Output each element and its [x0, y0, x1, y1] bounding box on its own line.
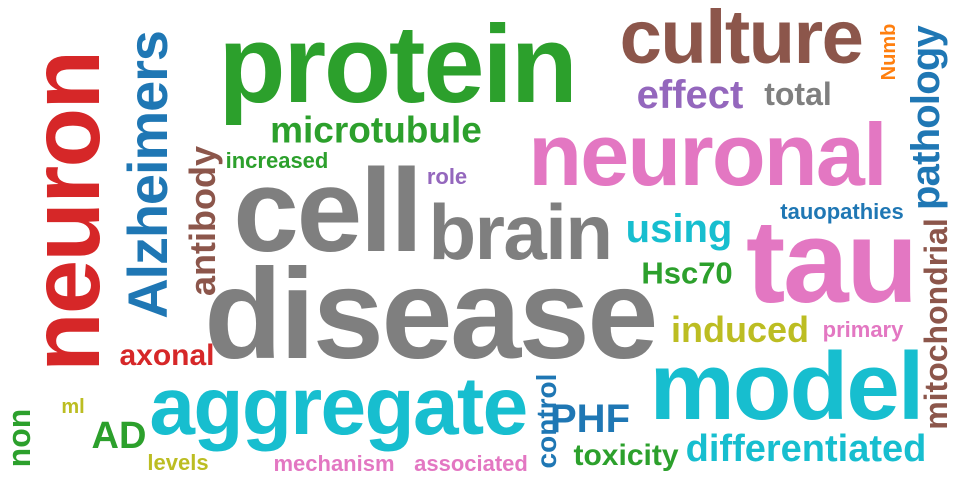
word-effect: effect: [636, 73, 744, 117]
word-increased: increased: [225, 148, 329, 173]
word-role: role: [426, 164, 468, 189]
word-model: model: [649, 333, 924, 440]
word-protein: protein: [218, 3, 578, 126]
word-hsc70: Hsc70: [641, 255, 733, 291]
word-neuronal: neuronal: [528, 105, 887, 204]
word-ad: AD: [91, 415, 147, 457]
word-phf: PHF: [550, 397, 630, 441]
word-mitochondrial: mitochondrial: [918, 218, 954, 430]
word-aggregate: aggregate: [149, 361, 528, 452]
word-using: using: [625, 207, 733, 251]
word-differentiated: differentiated: [685, 428, 927, 470]
word-neuron: neuron: [10, 51, 120, 373]
word-alzheimers: Alzheimers: [116, 31, 179, 319]
word-ml: ml: [61, 396, 85, 418]
word-tauopathies: tauopathies: [780, 199, 904, 224]
word-levels: levels: [147, 450, 209, 475]
word-induced: induced: [670, 309, 810, 350]
word-microtubule: microtubule: [270, 109, 482, 151]
word-toxicity: toxicity: [573, 439, 679, 472]
word-non: non: [1, 408, 37, 468]
word-axonal: axonal: [119, 339, 215, 372]
word-pathology: pathology: [904, 26, 948, 210]
word-culture: culture: [619, 0, 864, 80]
word-tau: tau: [746, 196, 918, 328]
word-disease: disease: [204, 243, 658, 386]
word-mechanism: mechanism: [273, 451, 395, 476]
word-cell: cell: [233, 145, 423, 277]
word-primary: primary: [822, 317, 904, 342]
word-total: total: [764, 76, 832, 112]
word-associated: associated: [414, 451, 528, 476]
word-brain: brain: [428, 188, 613, 276]
word-numb: Numb: [878, 23, 900, 81]
